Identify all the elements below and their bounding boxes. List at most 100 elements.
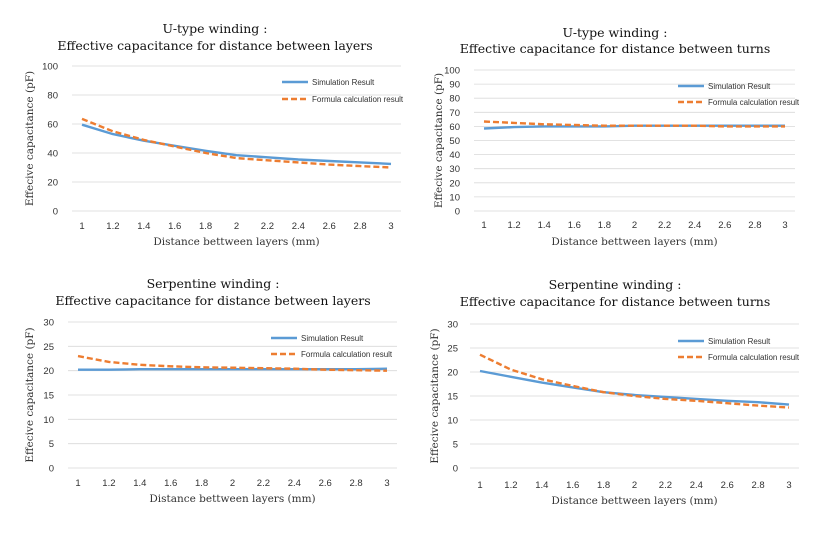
chart-u-type-layers: U-type winding : Effective capacitance fo… (0, 0, 410, 268)
y-tick-label: 20 (449, 178, 460, 189)
y-tick-label: 0 (453, 464, 458, 475)
x-tick-label: 2.8 (748, 220, 761, 231)
x-tick-label: 2.2 (261, 221, 274, 232)
x-tick-label: 2.2 (659, 480, 672, 491)
x-tick-label: 2.2 (257, 478, 270, 489)
y-tick-label: 90 (449, 80, 460, 91)
x-tick-label: 2.6 (319, 478, 332, 489)
y-axis-label: Effecive capacitance (pF) (24, 327, 36, 462)
x-tick-label: 2.4 (688, 220, 701, 231)
chart-svg: Serpentine winding : Effective capacitanc… (24, 276, 397, 505)
chart-title-line: Effective capacitance for distance betwe… (57, 38, 372, 53)
x-axis-label: Distance bettween layers (mm) (551, 236, 717, 248)
y-tick-label: 15 (43, 391, 54, 402)
y-axis-label: Effecive capacitance (pF) (429, 328, 441, 463)
chart-svg: U-type winding :Effective capacitance fo… (433, 25, 800, 248)
y-tick-label: 60 (47, 120, 58, 131)
simulation-line (483, 124, 785, 130)
x-tick-label: 3 (388, 221, 393, 232)
x-tick-label: 2.2 (658, 220, 671, 231)
y-axis-label: Effecive capacitance (pF) (433, 73, 445, 208)
y-tick-label: 5 (49, 439, 54, 450)
y-tick-label: 15 (447, 392, 458, 403)
legend-label: Simulation Result (708, 82, 771, 91)
y-tick-label: 20 (447, 368, 458, 379)
x-tick-label: 3 (384, 478, 389, 489)
formula-line (483, 120, 785, 128)
y-tick-label: 25 (43, 342, 54, 353)
x-tick-label: 1.4 (137, 221, 150, 232)
formula-line (77, 354, 388, 372)
chart-svg: Serpentine winding : Effective capacitanc… (429, 277, 800, 507)
x-tick-label: 2 (632, 220, 637, 231)
y-tick-label: 100 (444, 66, 460, 77)
x-tick-label: 1.8 (199, 221, 212, 232)
x-tick-label: 2 (230, 478, 235, 489)
x-tick-label: 2.6 (323, 221, 336, 232)
x-tick-label: 2.4 (288, 478, 301, 489)
y-tick-label: 80 (47, 91, 58, 102)
y-tick-label: 10 (447, 416, 458, 427)
y-tick-label: 60 (449, 122, 460, 133)
y-tick-label: 10 (43, 415, 54, 426)
y-tick-label: 30 (447, 320, 458, 331)
legend-label: Simulation Result (708, 337, 771, 346)
y-tick-label: 30 (449, 164, 460, 175)
chart-title-line: U-type winding : (563, 25, 668, 40)
legend-label: Simulation Result (312, 78, 375, 87)
y-tick-label: 70 (449, 108, 460, 119)
y-tick-label: 30 (43, 318, 54, 329)
x-tick-label: 1.2 (504, 480, 517, 491)
x-tick-label: 1.6 (164, 478, 177, 489)
simulation-line (81, 123, 392, 166)
x-tick-label: 2 (234, 221, 239, 232)
y-tick-label: 20 (47, 178, 58, 189)
chart-serpentine-layers: Serpentine winding : Effective capacitanc… (0, 272, 410, 544)
simulation-line (479, 369, 790, 406)
x-tick-label: 2.8 (751, 480, 764, 491)
chart-svg: U-type winding : Effective capacitance fo… (24, 21, 404, 248)
chart-title-line: Effective capacitance for distance betwe… (55, 293, 370, 308)
legend-label: Simulation Result (301, 334, 364, 343)
chart-title-line: Serpentine winding : (549, 277, 682, 292)
simulation-line (78, 367, 388, 371)
legend-label: Formula calculation result (708, 98, 800, 107)
x-tick-label: 1 (79, 221, 84, 232)
y-tick-label: 50 (449, 136, 460, 147)
y-tick-label: 20 (43, 366, 54, 377)
y-tick-label: 100 (42, 62, 58, 73)
chart-title-line: Serpentine winding : (147, 276, 280, 291)
x-tick-label: 1.6 (566, 480, 579, 491)
x-tick-label: 2.8 (349, 478, 362, 489)
x-tick-label: 1.4 (538, 220, 551, 231)
x-axis-label: Distance bettween layers (mm) (149, 493, 315, 505)
x-tick-label: 3 (782, 220, 787, 231)
x-tick-label: 1 (75, 478, 80, 489)
x-tick-label: 1.8 (195, 478, 208, 489)
y-tick-label: 40 (449, 150, 460, 161)
x-tick-label: 2.4 (292, 221, 305, 232)
x-tick-label: 2.8 (353, 221, 366, 232)
y-tick-label: 40 (47, 149, 58, 160)
formula-line (81, 117, 392, 169)
x-tick-label: 1 (481, 220, 486, 231)
x-tick-label: 1.4 (133, 478, 146, 489)
x-tick-label: 1.2 (106, 221, 119, 232)
chart-title-line: Effective capacitance for distance betwe… (460, 41, 771, 56)
legend-label: Formula calculation result (301, 350, 393, 359)
chart-title-line: U-type winding : (163, 21, 268, 36)
x-tick-label: 2.6 (718, 220, 731, 231)
x-tick-label: 2 (632, 480, 637, 491)
formula-line (479, 353, 790, 409)
y-tick-label: 0 (53, 207, 58, 218)
x-axis-label: Distance bettween layers (mm) (153, 236, 319, 248)
x-tick-label: 2.4 (690, 480, 703, 491)
x-axis-label: Distance bettween layers (mm) (551, 495, 717, 507)
x-tick-label: 1 (477, 480, 482, 491)
y-tick-label: 0 (49, 464, 54, 475)
x-tick-label: 1.6 (568, 220, 581, 231)
y-tick-label: 25 (447, 344, 458, 355)
chart-serpentine-turns: Serpentine winding : Effective capacitanc… (410, 272, 830, 544)
x-tick-label: 2.6 (721, 480, 734, 491)
x-tick-label: 3 (786, 480, 791, 491)
